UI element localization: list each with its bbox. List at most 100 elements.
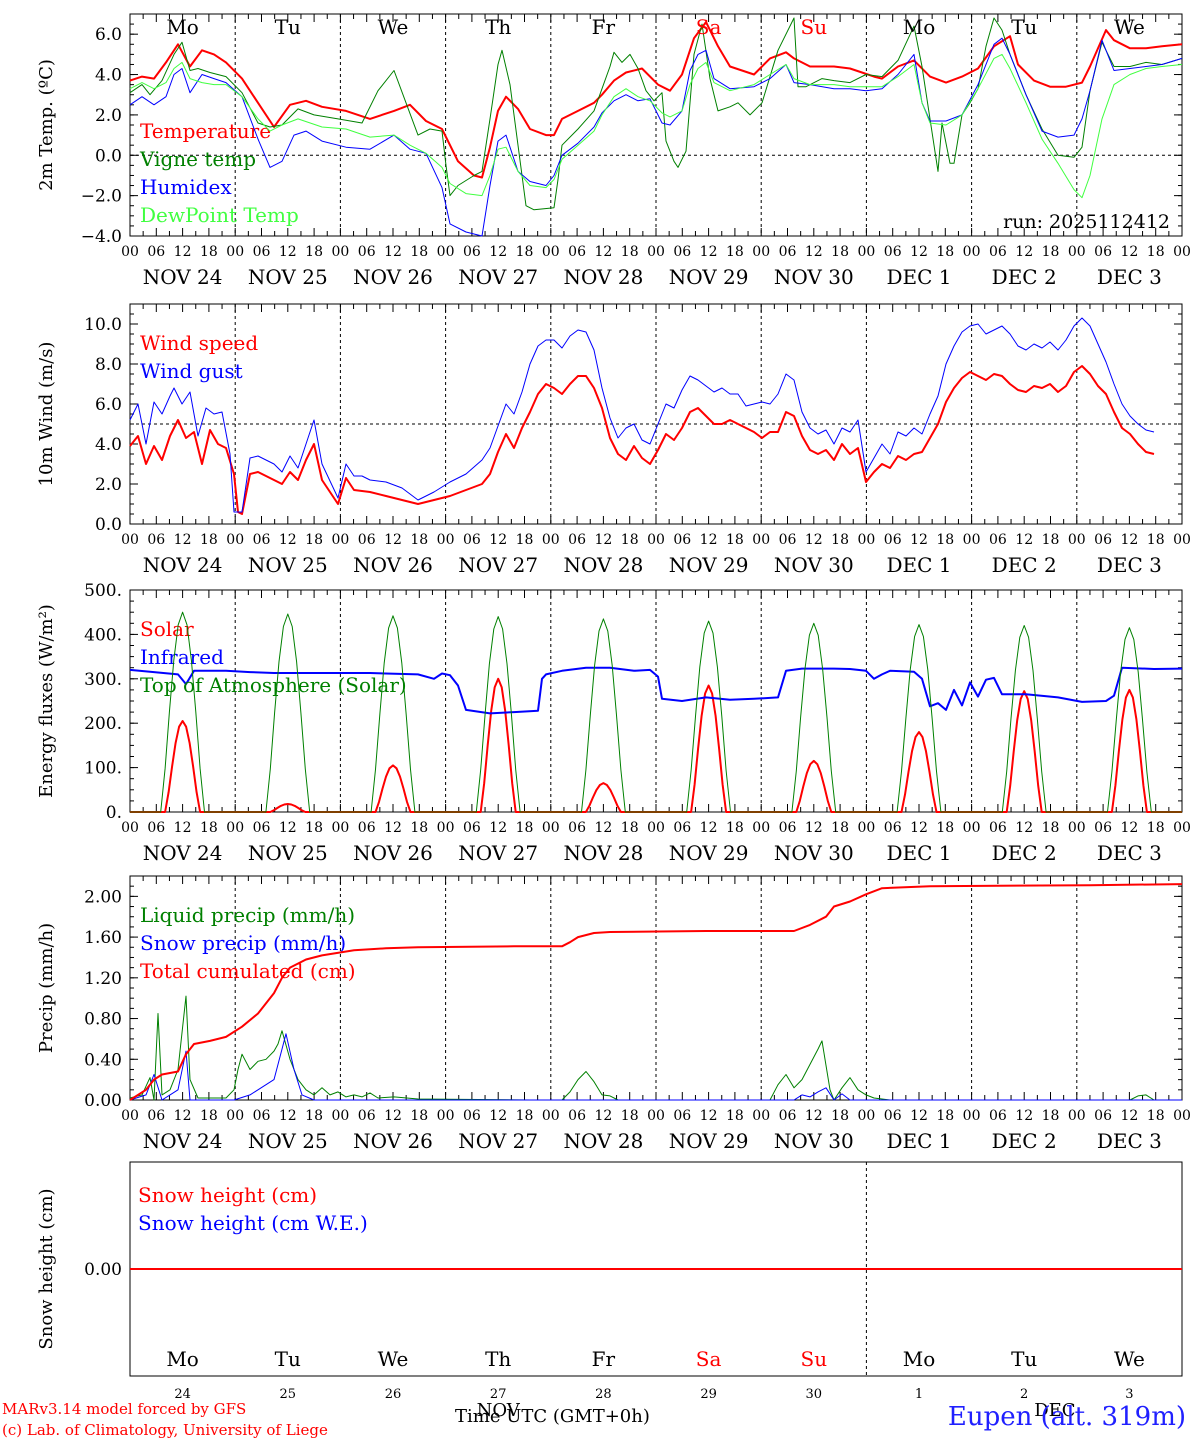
hour-tick-label: 00 bbox=[752, 532, 770, 548]
hour-tick-label: 18 bbox=[831, 532, 849, 548]
y-tick-label: 0. bbox=[106, 803, 122, 823]
hour-tick-label: 18 bbox=[1042, 244, 1060, 260]
hour-tick-label: 18 bbox=[1042, 1108, 1060, 1124]
hour-tick-label: 06 bbox=[253, 532, 271, 548]
hour-tick-label: 06 bbox=[1094, 820, 1112, 836]
hour-tick-label: 12 bbox=[174, 820, 192, 836]
legend-entry: Top of Atmosphere (Solar) bbox=[140, 673, 407, 697]
day-label: NOV 27 bbox=[458, 1129, 538, 1153]
hour-tick-label: 00 bbox=[121, 1108, 139, 1124]
hour-tick-label: 18 bbox=[410, 820, 428, 836]
hour-tick-label: 06 bbox=[147, 244, 165, 260]
y-tick-label: 0.40 bbox=[84, 1050, 122, 1070]
y-axis-label: 10m Wind (m/s) bbox=[36, 342, 57, 487]
hour-tick-label: 00 bbox=[752, 820, 770, 836]
hour-tick-label: 18 bbox=[621, 820, 639, 836]
hour-tick-label: 12 bbox=[1120, 532, 1138, 548]
lab-credit: (c) Lab. of Climatology, University of L… bbox=[2, 1421, 328, 1439]
hour-tick-label: 06 bbox=[568, 244, 586, 260]
hour-tick-label: 06 bbox=[1094, 532, 1112, 548]
hour-tick-label: 00 bbox=[963, 1108, 981, 1124]
hour-tick-label: 00 bbox=[121, 244, 139, 260]
hour-tick-label: 12 bbox=[174, 532, 192, 548]
hour-tick-label: 00 bbox=[121, 532, 139, 548]
hour-tick-label: 00 bbox=[752, 244, 770, 260]
hour-tick-label: 06 bbox=[147, 532, 165, 548]
hour-tick-label: 00 bbox=[647, 244, 665, 260]
hour-tick-label: 06 bbox=[1094, 244, 1112, 260]
hour-tick-label: 06 bbox=[989, 1108, 1007, 1124]
hour-tick-label: 06 bbox=[568, 820, 586, 836]
hour-tick-label: 00 bbox=[542, 244, 560, 260]
hour-tick-label: 00 bbox=[331, 820, 349, 836]
legend-entry: Snow precip (mm/h) bbox=[140, 931, 346, 955]
hour-tick-label: 12 bbox=[489, 532, 507, 548]
weekday-label: Sa bbox=[696, 15, 722, 39]
day-label: NOV 30 bbox=[774, 1129, 854, 1153]
y-tick-label: 0.00 bbox=[84, 1091, 122, 1111]
day-number: 29 bbox=[700, 1387, 717, 1402]
hour-tick-label: 18 bbox=[305, 820, 323, 836]
hour-tick-label: 00 bbox=[121, 820, 139, 836]
day-label: DEC 3 bbox=[1097, 1129, 1162, 1153]
day-label: NOV 28 bbox=[564, 1129, 644, 1153]
y-tick-label: −4.0 bbox=[81, 227, 122, 247]
hour-tick-label: 12 bbox=[174, 1108, 192, 1124]
day-label: NOV 26 bbox=[353, 841, 433, 865]
hour-tick-label: 00 bbox=[542, 820, 560, 836]
hour-tick-label: 18 bbox=[831, 1108, 849, 1124]
hour-tick-label: 12 bbox=[384, 820, 402, 836]
y-tick-label: 100. bbox=[84, 759, 122, 779]
day-label: NOV 27 bbox=[458, 841, 538, 865]
hour-tick-label: 00 bbox=[226, 1108, 244, 1124]
hour-tick-label: 00 bbox=[963, 244, 981, 260]
hour-tick-label: 06 bbox=[253, 1108, 271, 1124]
hour-tick-label: 12 bbox=[910, 532, 928, 548]
hour-tick-label: 12 bbox=[384, 1108, 402, 1124]
weekday-label: Tu bbox=[1011, 1347, 1037, 1371]
series-line-wind-gust bbox=[129, 317, 1155, 513]
legend-entry: Infrared bbox=[140, 645, 224, 669]
hour-tick-label: 12 bbox=[1015, 820, 1033, 836]
hour-tick-label: 00 bbox=[437, 532, 455, 548]
day-label: NOV 30 bbox=[774, 841, 854, 865]
y-tick-label: 1.20 bbox=[84, 969, 122, 989]
hour-tick-label: 00 bbox=[647, 532, 665, 548]
day-number: 2 bbox=[1020, 1387, 1028, 1402]
hour-tick-label: 06 bbox=[358, 532, 376, 548]
hour-tick-label: 18 bbox=[936, 244, 954, 260]
hour-tick-label: 06 bbox=[1094, 1108, 1112, 1124]
panel-precip: 2.00 1.60 1.20 0.80 0.40 0.00 Precip (mm/h) 00 0… bbox=[36, 875, 1191, 1153]
hour-tick-label: 12 bbox=[1015, 244, 1033, 260]
hour-tick-label: 18 bbox=[1147, 1108, 1165, 1124]
hour-tick-label: 12 bbox=[279, 244, 297, 260]
station-name: Eupen (alt. 319m) bbox=[947, 1402, 1186, 1432]
hour-tick-label: 00 bbox=[437, 820, 455, 836]
weekday-label: Fr bbox=[592, 15, 616, 39]
y-tick-label: 500. bbox=[84, 581, 122, 601]
day-label: NOV 25 bbox=[248, 553, 328, 577]
hour-tick-label: 18 bbox=[1147, 820, 1165, 836]
y-tick-label: 10.0 bbox=[84, 315, 122, 335]
hour-tick-label: 18 bbox=[1042, 532, 1060, 548]
day-label: DEC 1 bbox=[886, 1129, 951, 1153]
hour-tick-label: 12 bbox=[805, 532, 823, 548]
y-axis-label: 2m Temp. (ºC) bbox=[36, 59, 57, 191]
hour-tick-label: 06 bbox=[884, 820, 902, 836]
day-number: 30 bbox=[806, 1387, 823, 1402]
hour-tick-label: 12 bbox=[279, 532, 297, 548]
hour-tick-label: 12 bbox=[384, 244, 402, 260]
day-label: NOV 30 bbox=[774, 265, 854, 289]
hour-tick-label: 18 bbox=[726, 244, 744, 260]
hour-tick-label: 18 bbox=[831, 244, 849, 260]
legend-entry: Snow height (cm) bbox=[138, 1183, 317, 1207]
x-axis-title: Time UTC (GMT+0h) bbox=[455, 1406, 650, 1427]
day-label: NOV 25 bbox=[248, 265, 328, 289]
weekday-label: We bbox=[1114, 1347, 1145, 1371]
weekday-label: Mo bbox=[903, 15, 936, 39]
day-label: NOV 26 bbox=[353, 265, 433, 289]
day-label: NOV 26 bbox=[353, 1129, 433, 1153]
hour-tick-label: 00 bbox=[226, 532, 244, 548]
day-label: DEC 3 bbox=[1097, 265, 1162, 289]
